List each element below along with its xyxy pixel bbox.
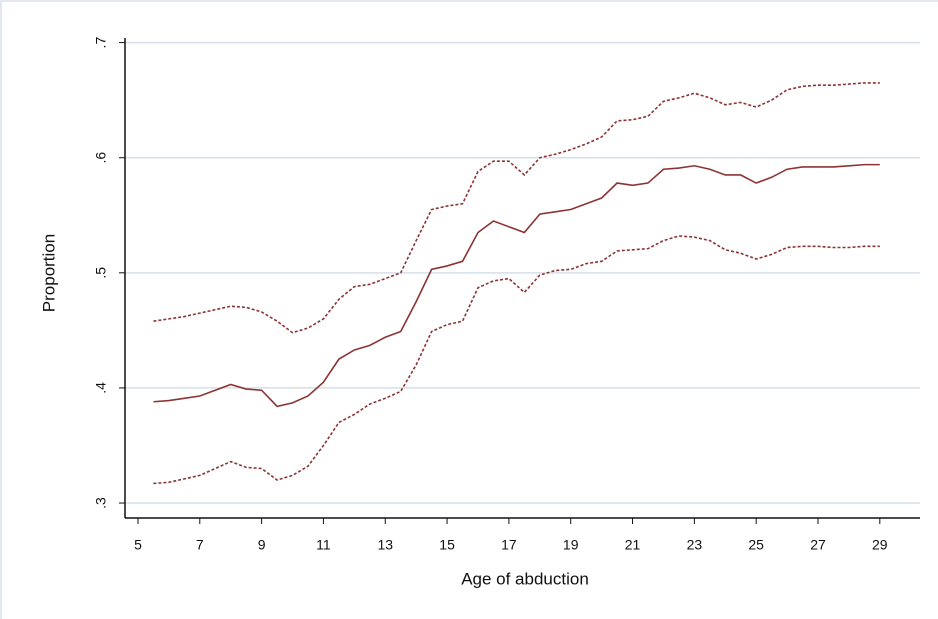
x-tick-label: 11 bbox=[316, 537, 331, 553]
x-tick-label: 7 bbox=[196, 537, 204, 553]
y-tick-label: .5 bbox=[93, 267, 109, 279]
y-tick-label: .6 bbox=[93, 152, 109, 164]
x-tick-label: 15 bbox=[439, 537, 455, 553]
x-tick-label: 5 bbox=[134, 537, 142, 553]
x-tick-label: 17 bbox=[501, 537, 517, 553]
x-tick-label: 9 bbox=[258, 537, 266, 553]
x-tick-label: 19 bbox=[563, 537, 579, 553]
y-axis-title: Proportion bbox=[39, 234, 58, 312]
x-tick-label: 13 bbox=[377, 537, 393, 553]
y-tick-label: .4 bbox=[93, 382, 109, 394]
x-tick-label: 23 bbox=[687, 537, 703, 553]
x-tick-label: 29 bbox=[872, 537, 888, 553]
y-tick-label: .7 bbox=[93, 37, 109, 49]
estimate-line bbox=[153, 163, 880, 408]
y-tick-label: .3 bbox=[93, 497, 109, 509]
x-tick-label: 21 bbox=[625, 537, 641, 553]
x-tick-label: 25 bbox=[748, 537, 764, 553]
confidence-band-line bbox=[153, 82, 880, 334]
x-tick-label: 27 bbox=[810, 537, 826, 553]
x-axis-title: Age of abduction bbox=[461, 569, 589, 588]
